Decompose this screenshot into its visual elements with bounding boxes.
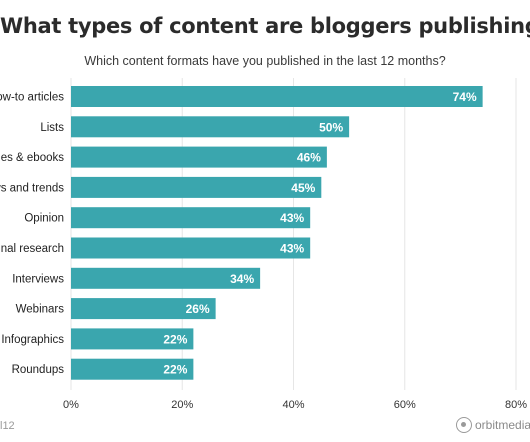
bar-value-label: 43% [280, 242, 304, 256]
x-tick-label: 80% [505, 399, 527, 411]
x-tick-label: 60% [394, 399, 416, 411]
bar [71, 298, 216, 320]
bar [71, 207, 311, 229]
category-label: Interviews [12, 273, 64, 285]
bar [71, 86, 483, 107]
footer-text: l12 [0, 420, 15, 432]
bar-value-label: 45% [291, 181, 315, 195]
bar [71, 358, 194, 380]
category-label: Guides & ebooks [0, 152, 64, 164]
orbitmedia-logo: orbitmedia [456, 415, 530, 435]
category-label: News and trends [0, 182, 64, 194]
category-label: Infographics [1, 334, 64, 346]
bar-value-label: 74% [453, 90, 477, 104]
bar [71, 328, 194, 350]
bar [71, 116, 350, 138]
bar-value-label: 22% [163, 332, 187, 346]
bar [71, 176, 322, 198]
logo-text: orbitmedia [475, 418, 530, 432]
category-label: Roundups [12, 364, 65, 376]
x-tick-label: 0% [63, 399, 79, 411]
category-label: Original research [0, 243, 64, 255]
bar-value-label: 46% [297, 151, 321, 165]
category-label: Lists [40, 122, 64, 134]
bar [71, 237, 311, 259]
bar-value-label: 22% [163, 363, 187, 377]
category-label: Webinars [16, 304, 65, 316]
category-label: Opinion [24, 213, 64, 225]
chart-title: What types of content are bloggers publi… [0, 14, 530, 38]
bar [71, 267, 261, 289]
category-label: How-to articles [0, 92, 64, 104]
bar-value-label: 50% [319, 120, 343, 134]
bar-value-label: 26% [186, 302, 210, 316]
x-tick-label: 20% [171, 399, 193, 411]
bar [71, 146, 327, 168]
bar-value-label: 43% [280, 211, 304, 225]
bar-value-label: 34% [230, 272, 254, 286]
x-tick-label: 40% [282, 399, 304, 411]
chart-subtitle: Which content formats have you published… [84, 54, 446, 68]
orbit-logo-icon [456, 417, 472, 433]
